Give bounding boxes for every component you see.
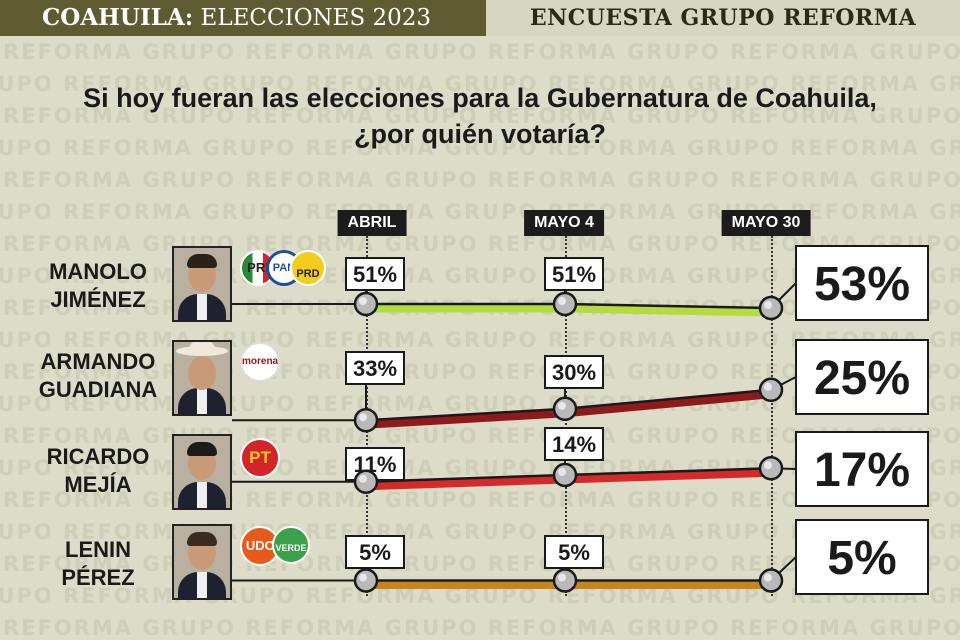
data-point-highlight (359, 413, 367, 422)
value-label-box (544, 257, 604, 291)
data-point (353, 291, 379, 317)
name-line: JIMÉNEZ (50, 287, 146, 312)
data-point (353, 568, 379, 593)
final-value-label: 5% (827, 532, 896, 585)
name-line: RICARDO (46, 444, 150, 469)
data-point (552, 396, 578, 422)
final-value-box (795, 519, 929, 595)
name-line: MANOLO (49, 259, 147, 284)
party-logo-morena: morena (240, 342, 280, 382)
data-point-highlight (558, 297, 566, 305)
data-point-highlight (359, 573, 367, 582)
data-point (353, 407, 379, 433)
data-point-highlight (764, 573, 772, 582)
party-logo-verde: VERDE (272, 526, 310, 564)
data-point-highlight (359, 474, 367, 483)
value-label: 5% (558, 540, 590, 565)
value-label: 30% (552, 360, 596, 385)
party-logo-prd: PRD (290, 250, 326, 286)
period-label-mayo30: MAYO 30 (721, 210, 811, 236)
header-title: COAHUILA: ELECCIONES 2023 (0, 0, 486, 36)
value-label-box (544, 535, 604, 569)
data-point (758, 377, 784, 403)
candidate-name-armando: ARMANDO GUADIANA (34, 348, 162, 404)
data-point (552, 462, 578, 488)
final-value-label: 25% (814, 352, 910, 405)
watermark-row: GRUPO REFORMA GRUPO REFORMA GRUPO REFORM… (0, 40, 960, 64)
name-line: LENIN (65, 537, 131, 562)
final-value-label: 17% (814, 444, 910, 497)
question-line-2: ¿por quién votaría? (353, 119, 607, 149)
question-line-1: Si hoy fueran las elecciones para la Gub… (83, 83, 877, 113)
value-label: 5% (359, 540, 391, 565)
data-point-highlight (558, 573, 566, 582)
header-state: COAHUILA: (42, 4, 194, 31)
candidate-photo-manolo (172, 246, 232, 322)
value-label-box (345, 351, 405, 385)
data-point-highlight (558, 401, 566, 410)
value-label: 51% (552, 262, 596, 287)
data-point-highlight (764, 461, 772, 470)
value-label: 51% (353, 262, 397, 287)
watermark-row: GRUPO REFORMA GRUPO REFORMA GRUPO REFORM… (0, 616, 960, 640)
candidate-photo-lenin (172, 524, 232, 600)
data-point (758, 456, 784, 481)
candidate-photo-armando (172, 340, 232, 416)
header-election: ELECCIONES 2023 (193, 5, 432, 31)
name-line: ARMANDO (40, 349, 156, 374)
watermark-row: GRUPO REFORMA GRUPO REFORMA GRUPO REFORM… (0, 168, 960, 192)
data-point (758, 295, 784, 321)
period-label-mayo4: MAYO 4 (524, 210, 604, 236)
data-point-highlight (764, 382, 772, 391)
chart-title: Si hoy fueran las elecciones para la Gub… (40, 80, 920, 152)
candidate-name-manolo: MANOLO JIMÉNEZ (34, 258, 162, 314)
watermark-row: GRUPO REFORMA GRUPO REFORMA GRUPO REFORM… (0, 104, 960, 128)
watermark-row: GRUPO REFORMA GRUPO REFORMA GRUPO REFORM… (0, 72, 960, 96)
final-value-box (795, 431, 929, 507)
party-logo-pt: PT (240, 438, 280, 478)
header-source: ENCUESTA GRUPO REFORMA (486, 0, 960, 36)
data-point (758, 568, 784, 593)
watermark-row: GRUPO REFORMA GRUPO REFORMA GRUPO REFORM… (0, 136, 960, 160)
data-point-highlight (764, 301, 772, 309)
value-label-box (345, 535, 405, 569)
data-point-highlight (359, 297, 367, 305)
name-line: MEJÍA (64, 472, 132, 497)
final-value-box (795, 245, 929, 321)
gridline-mayo30 (771, 236, 773, 596)
candidate-photo-ricardo (172, 434, 232, 510)
final-value-box (795, 339, 929, 415)
name-line: PÉREZ (61, 565, 135, 590)
final-value-label: 53% (814, 258, 910, 311)
value-label-box (544, 427, 604, 461)
candidate-name-lenin: LENIN PÉREZ (34, 536, 162, 592)
data-point (552, 568, 578, 593)
data-point (353, 469, 379, 494)
value-label-box (544, 355, 604, 389)
value-label-box (345, 257, 405, 291)
data-point (552, 291, 578, 317)
name-line: GUADIANA (38, 377, 158, 402)
candidate-name-ricardo: RICARDO MEJÍA (34, 443, 162, 499)
period-label-abril: ABRIL (337, 210, 407, 236)
value-label: 14% (552, 432, 596, 457)
value-label: 33% (353, 356, 397, 381)
data-point-highlight (558, 468, 566, 476)
